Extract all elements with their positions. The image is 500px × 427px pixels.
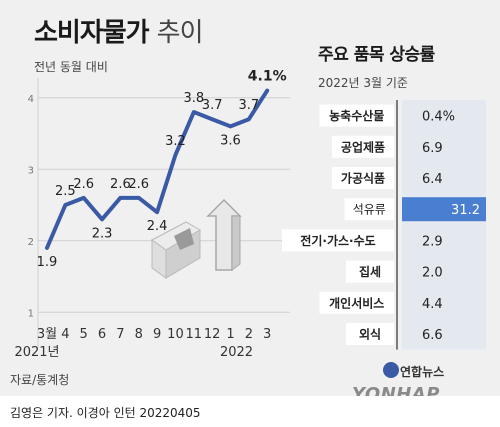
x-tick-label: 6 <box>98 327 106 342</box>
x-tick-label: 5 <box>80 327 88 342</box>
category-label: 전기·가스·수도 <box>300 233 375 248</box>
data-label: 2.6 <box>110 177 131 192</box>
x-year-label: 2022 <box>220 345 253 360</box>
x-tick-label: 4 <box>61 327 69 342</box>
main-title: 소비자물가 추이 <box>34 12 204 49</box>
category-label: 개인서비스 <box>329 295 384 310</box>
y-tick-label: 3 <box>28 165 34 176</box>
category-label: 가공식품 <box>341 171 385 186</box>
data-label: 1.9 <box>37 255 58 270</box>
data-label: 3.2 <box>165 134 186 149</box>
won-currency-up-arrow-icon <box>148 196 252 284</box>
x-tick-label: 10 <box>167 327 184 342</box>
bar-value-label: 4.4 <box>422 297 443 312</box>
data-label: 2.6 <box>128 177 149 192</box>
category-label-box <box>319 291 394 314</box>
main-title-text: 소비자물가 <box>34 18 150 48</box>
category-label: 외식 <box>359 327 381 342</box>
category-label-box <box>346 323 394 345</box>
data-label: 3.8 <box>183 91 204 106</box>
line-chart: 12341.92.52.62.32.62.62.43.23.83.73.63.7… <box>14 69 290 360</box>
right-subtitle: 2022년 3월 기준 <box>318 76 408 90</box>
agency-name-korean: 연합뉴스 <box>400 365 445 379</box>
bar-value-label: 0.4% <box>422 110 455 125</box>
bar-chart: 농축수산물 0.4% 공업제품 6.9 가공식품 6.4 석유류 31.2 전기·가스·수도 2.… <box>282 100 486 350</box>
category-label: 농축수산물 <box>329 108 384 123</box>
data-label: 4.1% <box>248 69 287 85</box>
main-subtitle: 전년 동월 대비 <box>34 60 108 74</box>
x-tick-label: 8 <box>135 327 143 342</box>
category-label-box <box>346 260 394 283</box>
x-tick-label: 3 <box>263 327 271 342</box>
data-label: 2.4 <box>147 219 168 234</box>
x-tick-label: 3월 <box>37 327 57 342</box>
bar-column-background <box>402 100 486 350</box>
data-label: 2.6 <box>73 177 94 192</box>
x-year-label: 2021년 <box>14 345 59 360</box>
data-label: 2.5 <box>55 184 76 199</box>
main-title-sub: 추이 <box>156 18 204 48</box>
footer: 김영은 기자. 이경아 인턴 20220405 <box>0 396 500 427</box>
x-tick-label: 12 <box>204 327 221 342</box>
bar-value-label: 6.4 <box>422 172 443 187</box>
x-tick-label: 9 <box>153 327 161 342</box>
category-label: 석유류 <box>353 203 386 217</box>
category-label: 공업제품 <box>341 140 385 154</box>
credit-line: 김영은 기자. 이경아 인턴 20220405 <box>10 406 201 420</box>
category-label-box <box>282 229 394 252</box>
x-tick-label: 2 <box>245 327 253 342</box>
category-label-box <box>332 135 394 158</box>
y-tick-label: 1 <box>28 308 34 319</box>
x-tick-label: 11 <box>186 327 203 342</box>
x-tick-label: 1 <box>226 327 234 342</box>
bar-value-label: 2.9 <box>422 234 443 249</box>
x-tick-label: 7 <box>116 327 124 342</box>
right-title: 주요 품목 상승률 <box>318 45 435 65</box>
bar <box>402 197 486 222</box>
y-tick-label: 4 <box>28 94 34 105</box>
y-tick-label: 2 <box>28 237 34 248</box>
data-label: 3.7 <box>239 98 260 113</box>
bar-value-label: 2.0 <box>422 266 443 281</box>
bar-value-label: 6.9 <box>422 141 443 156</box>
bar-value-label: 6.6 <box>422 328 443 343</box>
data-label: 3.6 <box>220 133 241 148</box>
yonhap-logo-icon <box>383 362 399 378</box>
cpi-series-line <box>45 88 270 250</box>
data-label: 2.3 <box>92 226 113 241</box>
category-label-box <box>319 104 394 127</box>
category-label: 집세 <box>359 264 381 279</box>
category-label-box <box>332 167 394 189</box>
data-label: 3.7 <box>202 98 223 113</box>
category-label-box <box>344 198 394 221</box>
source-note: 자료/통계청 <box>10 373 70 387</box>
bar-value-label: 31.2 <box>451 203 480 218</box>
